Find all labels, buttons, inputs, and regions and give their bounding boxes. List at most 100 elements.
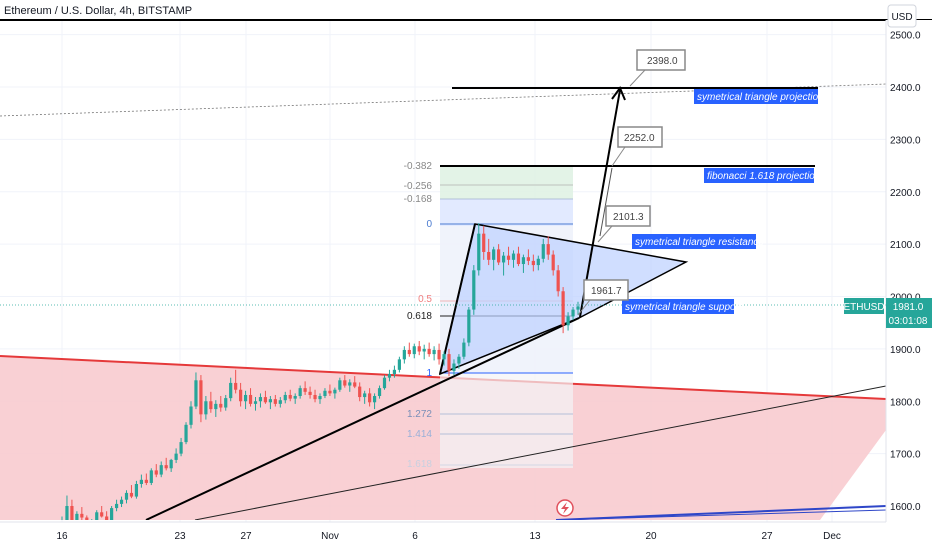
- candle-body: [531, 260, 535, 266]
- label-fib-projection: fibonacci 1.618 projection: [704, 168, 821, 183]
- blue-bottom-line: [555, 505, 886, 520]
- price-tick-label: 1700.0: [890, 450, 921, 461]
- time-scale[interactable]: [0, 522, 886, 550]
- callout-2101: 2101.3: [597, 205, 651, 243]
- projection-arrowhead: [611, 85, 626, 101]
- price-tick-label: 1600.0: [890, 502, 921, 513]
- candle-body: [263, 397, 268, 403]
- candle-body: [477, 233, 481, 271]
- candle-body: [164, 465, 168, 469]
- candle-body: [363, 393, 367, 398]
- candle-body: [283, 394, 287, 401]
- candles: [61, 223, 580, 520]
- svg-text:2252.0: 2252.0: [624, 133, 655, 144]
- candle-body: [343, 380, 347, 386]
- price-tick-label: 1900.0: [890, 345, 921, 356]
- candle-body: [114, 503, 119, 509]
- candle-body: [358, 386, 362, 398]
- candle-body: [511, 253, 516, 260]
- time-tick-label: 27: [761, 531, 773, 542]
- candle-body: [194, 380, 198, 407]
- candle-body: [576, 306, 580, 310]
- time-tick-label: Nov: [321, 531, 339, 542]
- candle-body: [323, 390, 327, 397]
- candle-body: [139, 479, 143, 485]
- time-tick-label: 16: [56, 531, 68, 542]
- candle-body: [234, 382, 238, 390]
- callout-2252: 2252.0: [611, 126, 663, 167]
- price-tick-label: 2300.0: [890, 135, 921, 146]
- long-trendline: [194, 385, 886, 520]
- candle-body: [546, 244, 550, 255]
- candle-body: [288, 394, 292, 399]
- svg-text:0.5: 0.5: [418, 294, 432, 305]
- candle-body: [556, 270, 560, 292]
- candle-body: [159, 465, 163, 475]
- time-tick-label: 27: [240, 531, 252, 542]
- candle-body: [149, 470, 153, 483]
- candle-body: [382, 377, 387, 389]
- svg-text:03:01:08: 03:01:08: [889, 316, 928, 327]
- fib-labels: -0.382 -0.256 -0.168 0 0.5 0.618 1 1.272…: [404, 161, 433, 470]
- candle-body: [209, 401, 213, 410]
- candle-body: [536, 258, 540, 266]
- svg-text:1: 1: [426, 368, 432, 379]
- candle-body: [219, 403, 223, 408]
- svg-text:0.618: 0.618: [407, 311, 432, 322]
- price-tick-label: 2400.0: [890, 83, 921, 94]
- candle-body: [110, 508, 114, 520]
- candle-body: [65, 506, 69, 520]
- svg-text:1981.0: 1981.0: [893, 302, 924, 313]
- candle-body: [437, 349, 441, 360]
- candle-body: [442, 354, 446, 360]
- currency-button[interactable]: USD: [887, 4, 917, 28]
- candle-body: [100, 512, 104, 517]
- candle-body: [313, 394, 317, 400]
- candle-body: [189, 406, 193, 425]
- candle-body: [392, 369, 397, 375]
- svg-text:1961.7: 1961.7: [591, 286, 622, 297]
- candle-body: [506, 255, 511, 260]
- candle-body: [422, 348, 426, 352]
- candle-body: [214, 403, 218, 410]
- candle-body: [467, 309, 471, 343]
- candle-body: [95, 512, 99, 520]
- candle-body: [119, 499, 124, 504]
- candle-body: [372, 396, 377, 403]
- candle-body: [377, 388, 382, 397]
- candle-body: [308, 391, 312, 395]
- candle-body: [248, 394, 253, 404]
- time-tick-label: 6: [412, 531, 418, 542]
- candle-body: [169, 459, 173, 469]
- candle-body: [516, 253, 521, 265]
- candle-body: [179, 442, 183, 454]
- candle-body: [134, 484, 139, 497]
- svg-text:1.618: 1.618: [407, 459, 432, 470]
- candle-body: [462, 342, 466, 357]
- time-ticks: 16 23 27 Nov 6 13 20 27 Dec: [56, 531, 840, 542]
- label-triangle-support: symetrical triangle support: [622, 299, 743, 314]
- candle-body: [417, 346, 421, 352]
- candle-body: [551, 254, 555, 271]
- candle-body: [129, 492, 134, 497]
- svg-text:symetrical triangle resistance: symetrical triangle resistance: [635, 237, 764, 248]
- candle-body: [338, 380, 342, 390]
- candle-body: [85, 517, 89, 520]
- candle-body: [348, 382, 352, 386]
- arrow-2252: [599, 167, 613, 237]
- lightning-icon[interactable]: [556, 499, 574, 517]
- label-triangle-resistance: symetrical triangle resistance: [632, 234, 764, 249]
- candle-body: [258, 397, 263, 402]
- callout-1961: 1961.7: [577, 279, 629, 316]
- time-tick-label: 20: [645, 531, 657, 542]
- price-scale[interactable]: [886, 20, 932, 522]
- candle-body: [243, 394, 248, 402]
- candle-body: [144, 479, 148, 483]
- callout-2398: 2398.0: [629, 49, 686, 87]
- candle-body: [204, 401, 208, 415]
- time-tick-label: 13: [529, 531, 541, 542]
- svg-text:1.272: 1.272: [407, 409, 432, 420]
- candle-body: [387, 374, 392, 378]
- candle-body: [526, 257, 530, 261]
